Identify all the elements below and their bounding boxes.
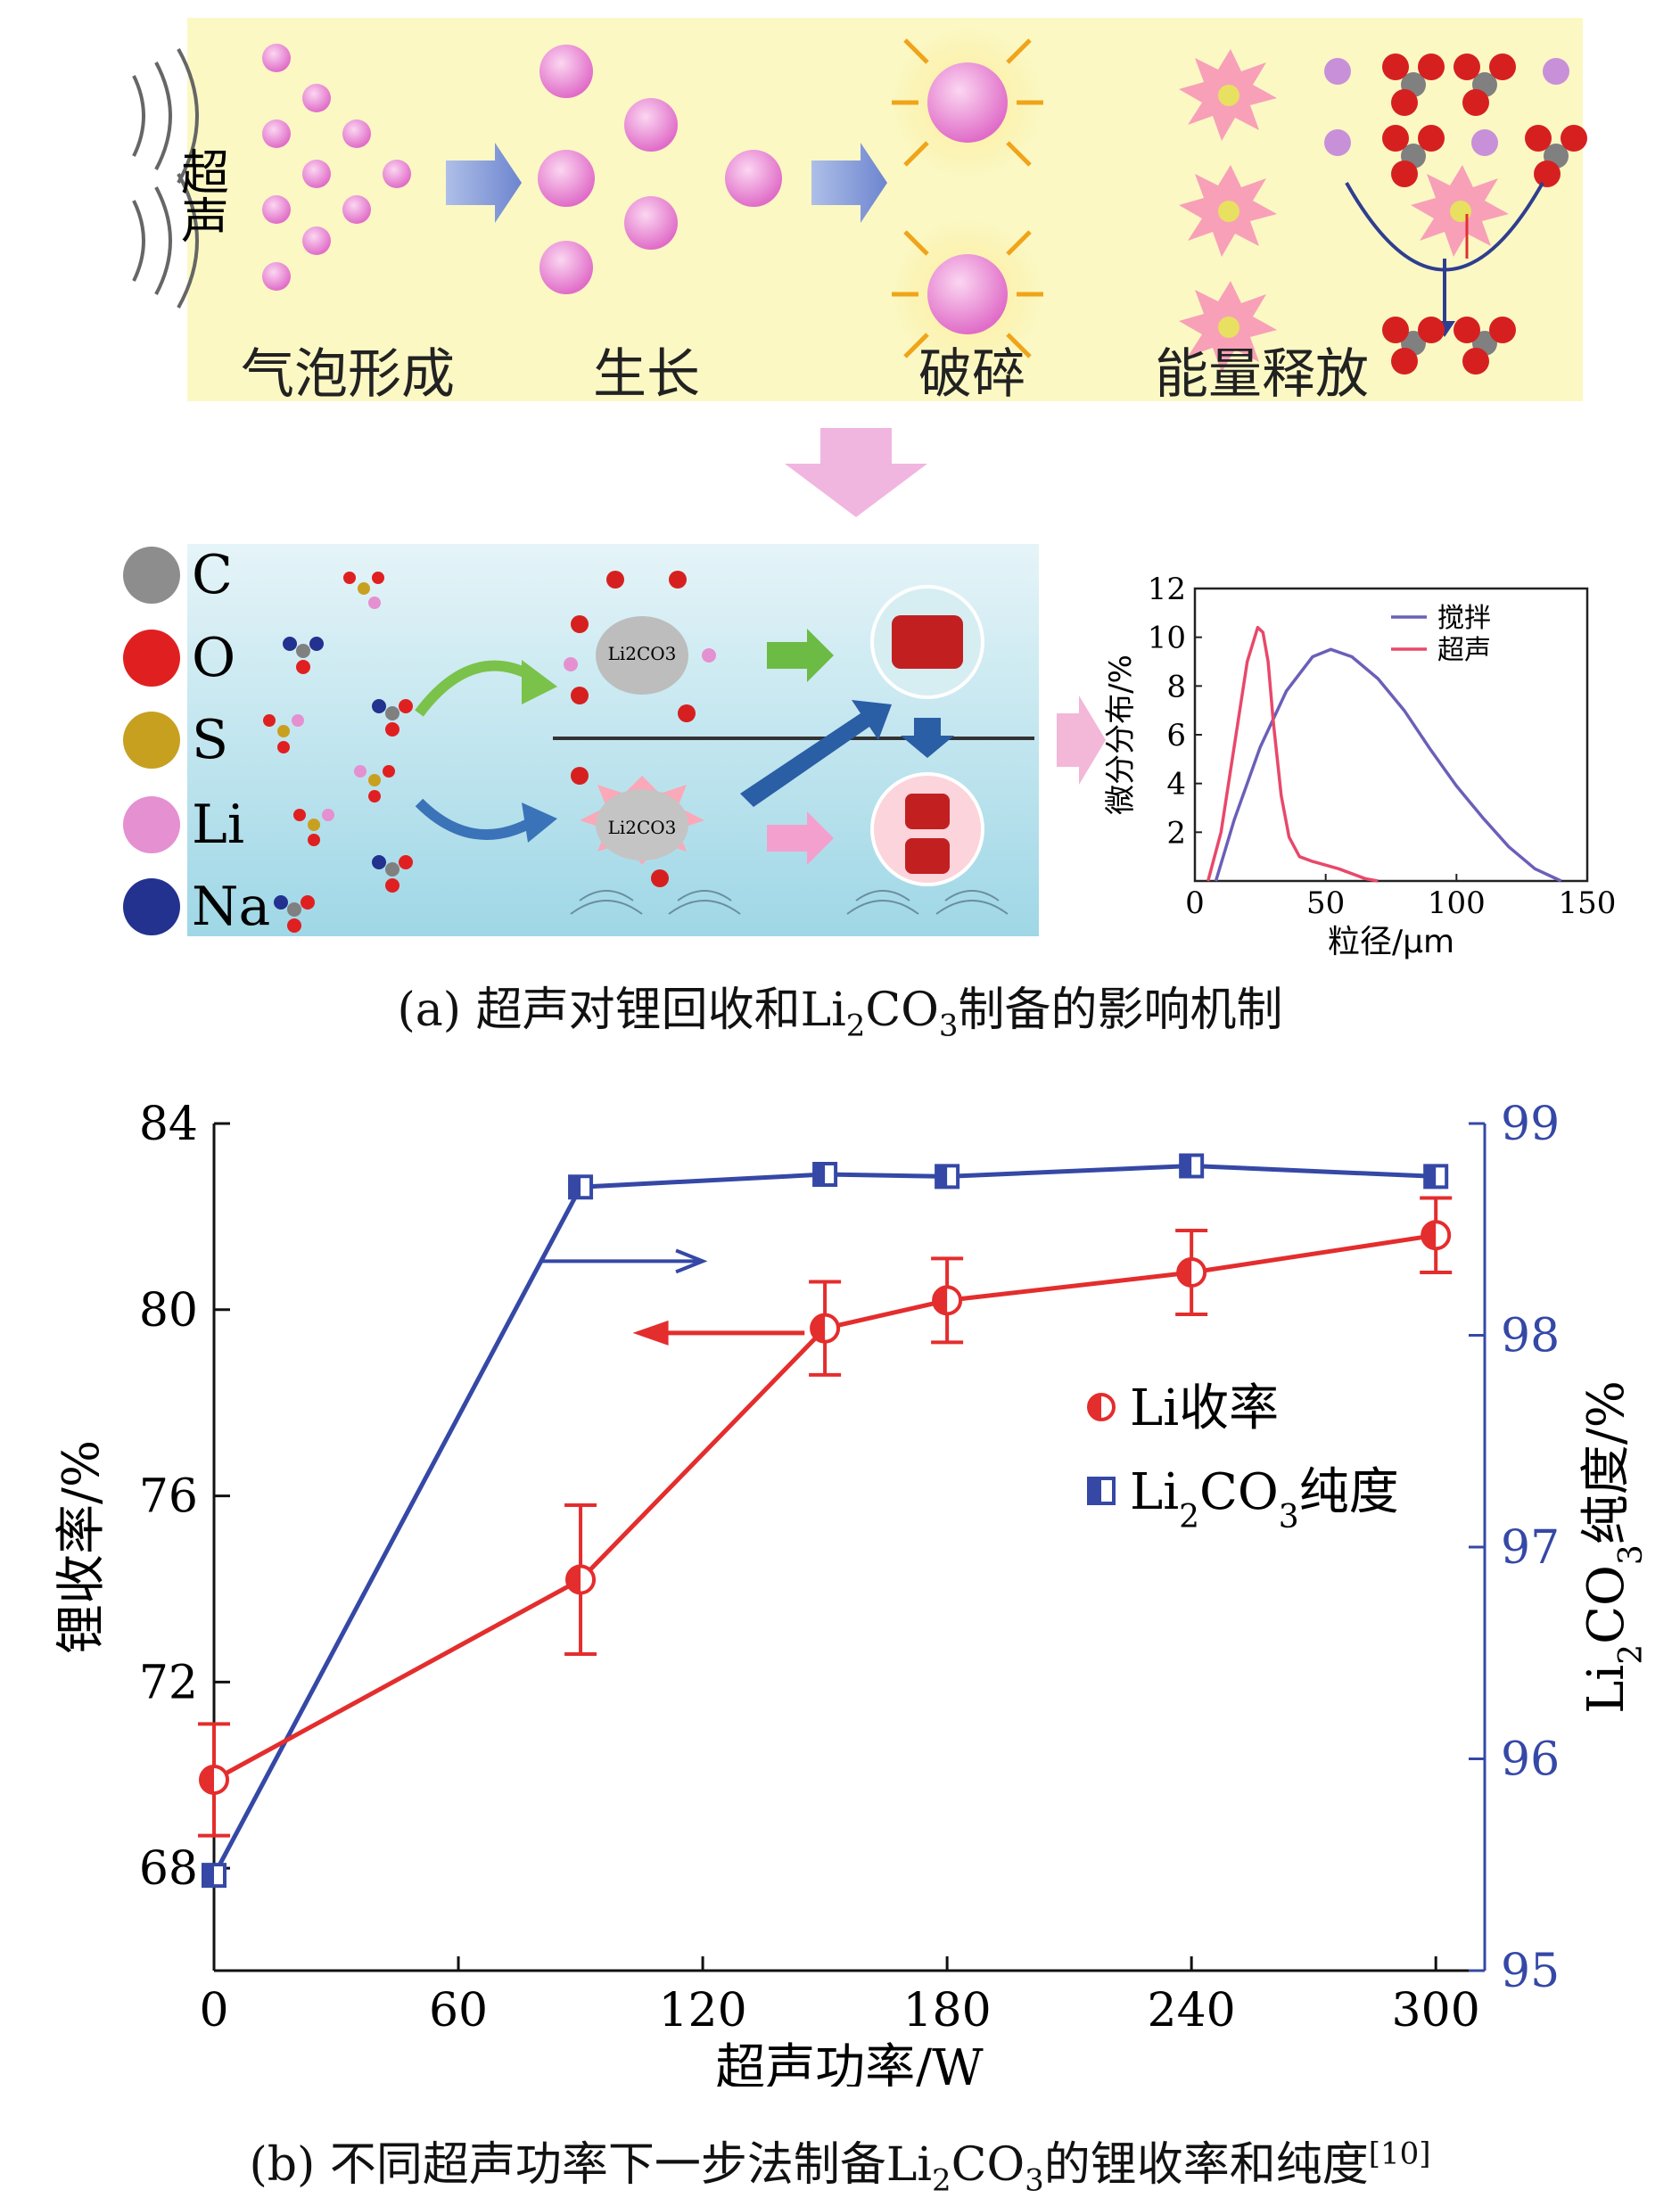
atom-c-icon bbox=[123, 547, 180, 604]
inset-y-tick-label: 4 bbox=[1166, 767, 1186, 803]
growing-bubbles bbox=[538, 45, 782, 294]
svg-text:O: O bbox=[192, 627, 235, 689]
crystal-growth-arrow bbox=[740, 700, 892, 807]
inset-y-tick-label: 6 bbox=[1166, 718, 1186, 753]
particle-stirring: Li2CO3 bbox=[564, 571, 984, 722]
svg-text:Li2CO3: Li2CO3 bbox=[608, 643, 677, 664]
ultrasound-wave-icon bbox=[132, 48, 199, 309]
inset-x-tick-label: 100 bbox=[1428, 885, 1486, 921]
inset-x-axis-label: 粒径/μm bbox=[1328, 924, 1454, 960]
yield-series-line bbox=[212, 1232, 1437, 1782]
yield-point-fill bbox=[811, 1314, 826, 1342]
ultrasound-label: 超声 bbox=[173, 147, 229, 243]
y-left-tick-label: 72 bbox=[139, 1656, 198, 1709]
inset-y-tick-label: 12 bbox=[1148, 572, 1186, 607]
x-tick-label: 0 bbox=[199, 1984, 228, 2037]
svg-text:Li2CO3: Li2CO3 bbox=[608, 817, 677, 838]
inset-x-tick-label: 50 bbox=[1306, 885, 1345, 921]
legend-yield-label: Li收率 bbox=[1130, 1379, 1279, 1437]
purity-point-fill bbox=[1181, 1155, 1192, 1177]
inset-series-line-0 bbox=[1214, 647, 1562, 883]
yield-point-fill bbox=[1178, 1259, 1192, 1287]
inset-background bbox=[1110, 548, 1627, 950]
process-arrow bbox=[446, 143, 522, 223]
svg-text:C: C bbox=[192, 544, 233, 606]
svg-text:Na: Na bbox=[192, 876, 270, 938]
atom-o-icon bbox=[123, 630, 180, 687]
ultrasound-arrow bbox=[415, 798, 538, 840]
stage-label-energy-release: 能量释放 bbox=[1155, 343, 1369, 406]
collapsing-bubbles bbox=[892, 27, 1043, 370]
y-right-tick-label: 96 bbox=[1501, 1733, 1560, 1787]
energy-release-bursts bbox=[1179, 49, 1509, 373]
x-tick-label: 120 bbox=[658, 1984, 746, 2037]
stirring-arrowhead bbox=[522, 660, 557, 704]
y-right-tick-label: 98 bbox=[1501, 1310, 1560, 1363]
x-axis-label: 超声功率/W bbox=[715, 2039, 984, 2087]
inset-series-line-1 bbox=[1206, 625, 1379, 883]
small-bubbles bbox=[262, 44, 411, 291]
y-left-tick-label: 76 bbox=[139, 1470, 198, 1524]
panel-a-illustration: 超声 bbox=[123, 18, 1627, 960]
yield-point-fill bbox=[1422, 1222, 1437, 1249]
yield-point-fill bbox=[567, 1566, 581, 1593]
inset-y-axis-label: 微分分布/% bbox=[1103, 654, 1139, 815]
stage-label-bubble-formation: 气泡形成 bbox=[241, 343, 455, 406]
yield-point-fill bbox=[934, 1287, 948, 1314]
y-left-tick-label: 68 bbox=[139, 1842, 198, 1896]
purity-point-fill bbox=[814, 1164, 826, 1185]
stage-label-collapse: 破碎 bbox=[918, 343, 1025, 406]
x-tick-label: 180 bbox=[902, 1984, 991, 2037]
panel-b-caption: (b) 不同超声功率下一步法制备Li2CO3的锂收率和纯度[10] bbox=[249, 2136, 1431, 2198]
panel-a-caption: (a) 超声对锂回收和Li2CO3制备的影响机制 bbox=[397, 984, 1283, 1044]
stirring-arrow bbox=[415, 660, 538, 717]
down-arrow bbox=[785, 428, 927, 517]
legend-yield-marker-fill bbox=[1089, 1395, 1101, 1420]
atom-s-icon bbox=[123, 712, 180, 769]
purity-point-fill bbox=[1425, 1165, 1437, 1188]
y-left-axis-label: 锂收率/% bbox=[53, 1440, 111, 1654]
ultrasound-arrowhead bbox=[522, 803, 557, 843]
inset-legend-label-0: 搅拌 bbox=[1437, 603, 1491, 634]
atom-li-icon bbox=[123, 796, 180, 853]
y-right-tick-label: 99 bbox=[1501, 1098, 1560, 1151]
purity-point-fill bbox=[936, 1165, 948, 1188]
carbonate-molecules bbox=[1324, 54, 1587, 375]
atom-legend: C O S Li Na bbox=[123, 544, 270, 938]
inset-y-tick-label: 8 bbox=[1166, 669, 1186, 704]
svg-text:Li: Li bbox=[192, 794, 244, 856]
purity-series-line bbox=[211, 1163, 1437, 1877]
right-axis-indicator-arrowhead bbox=[675, 1248, 708, 1274]
inset-y-tick-label: 2 bbox=[1166, 815, 1186, 851]
y-right-tick-label: 97 bbox=[1501, 1521, 1560, 1575]
inset-x-tick-label: 150 bbox=[1559, 885, 1617, 921]
y-right-axis-label: Li2CO3纯度/% bbox=[1577, 1380, 1650, 1714]
legend-purity-label: Li2CO3纯度 bbox=[1130, 1463, 1399, 1535]
legend-purity-marker-fill bbox=[1089, 1478, 1101, 1503]
purity-point-fill bbox=[203, 1865, 214, 1887]
svg-text:S: S bbox=[192, 709, 228, 771]
panel-b-chart: 0 60 120 180 240 300 68 72 76 80 84 95 96 97 98 99 超声功率/… bbox=[53, 1098, 1650, 2087]
x-tick-label: 300 bbox=[1392, 1984, 1480, 2037]
x-tick-label: 60 bbox=[429, 1984, 488, 2037]
stage-label-growth: 生长 bbox=[593, 343, 700, 406]
y-right-tick-label: 95 bbox=[1501, 1945, 1560, 1998]
process-arrow bbox=[811, 143, 887, 223]
purity-point-fill bbox=[570, 1176, 581, 1198]
atom-na-icon bbox=[123, 878, 180, 935]
inset-y-tick-label: 10 bbox=[1148, 621, 1186, 656]
inset-legend-label-1: 超声 bbox=[1437, 635, 1491, 666]
down-small-arrow bbox=[901, 718, 954, 758]
x-tick-label: 240 bbox=[1148, 1984, 1236, 2037]
inset-x-tick-label: 0 bbox=[1185, 885, 1205, 921]
solution-molecules bbox=[263, 572, 413, 933]
yield-point-fill bbox=[201, 1766, 214, 1793]
left-axis-indicator-arrowhead bbox=[632, 1320, 669, 1346]
particle-ultrasound: Li2CO3 bbox=[570, 767, 1009, 915]
y-left-tick-label: 84 bbox=[139, 1098, 198, 1151]
to-chart-arrow bbox=[1057, 696, 1106, 785]
bubble-process-banner bbox=[187, 18, 1583, 401]
y-left-tick-label: 80 bbox=[139, 1284, 198, 1338]
